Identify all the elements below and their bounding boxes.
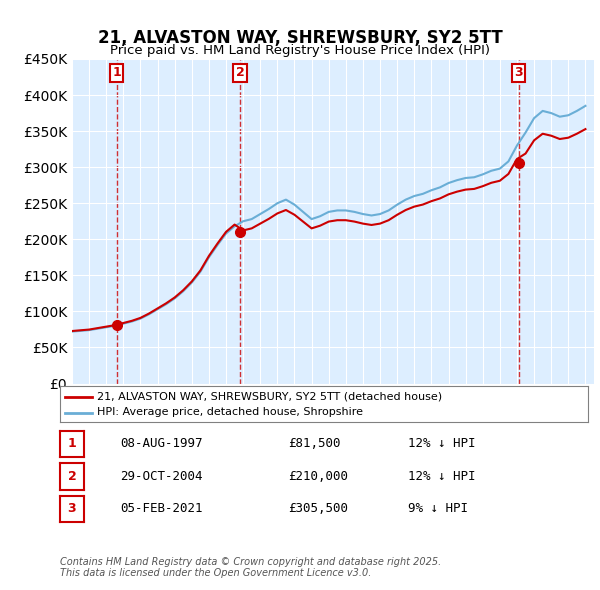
Text: £305,500: £305,500 <box>288 502 348 516</box>
Text: Contains HM Land Registry data © Crown copyright and database right 2025.
This d: Contains HM Land Registry data © Crown c… <box>60 556 441 578</box>
Text: 12% ↓ HPI: 12% ↓ HPI <box>408 437 476 451</box>
Text: Price paid vs. HM Land Registry's House Price Index (HPI): Price paid vs. HM Land Registry's House … <box>110 44 490 57</box>
Text: 2: 2 <box>68 470 76 483</box>
Text: HPI: Average price, detached house, Shropshire: HPI: Average price, detached house, Shro… <box>97 407 363 417</box>
Text: 05-FEB-2021: 05-FEB-2021 <box>120 502 203 516</box>
Text: 1: 1 <box>112 66 121 79</box>
Text: 9% ↓ HPI: 9% ↓ HPI <box>408 502 468 516</box>
Text: £81,500: £81,500 <box>288 437 341 451</box>
Text: 21, ALVASTON WAY, SHREWSBURY, SY2 5TT: 21, ALVASTON WAY, SHREWSBURY, SY2 5TT <box>98 30 502 47</box>
Text: 1: 1 <box>68 437 76 451</box>
Text: 2: 2 <box>236 66 245 79</box>
Text: 3: 3 <box>514 66 523 79</box>
Text: £210,000: £210,000 <box>288 470 348 483</box>
Text: 29-OCT-2004: 29-OCT-2004 <box>120 470 203 483</box>
Text: 21, ALVASTON WAY, SHREWSBURY, SY2 5TT (detached house): 21, ALVASTON WAY, SHREWSBURY, SY2 5TT (d… <box>97 391 442 401</box>
Text: 12% ↓ HPI: 12% ↓ HPI <box>408 470 476 483</box>
Text: 3: 3 <box>68 502 76 516</box>
Text: 08-AUG-1997: 08-AUG-1997 <box>120 437 203 451</box>
